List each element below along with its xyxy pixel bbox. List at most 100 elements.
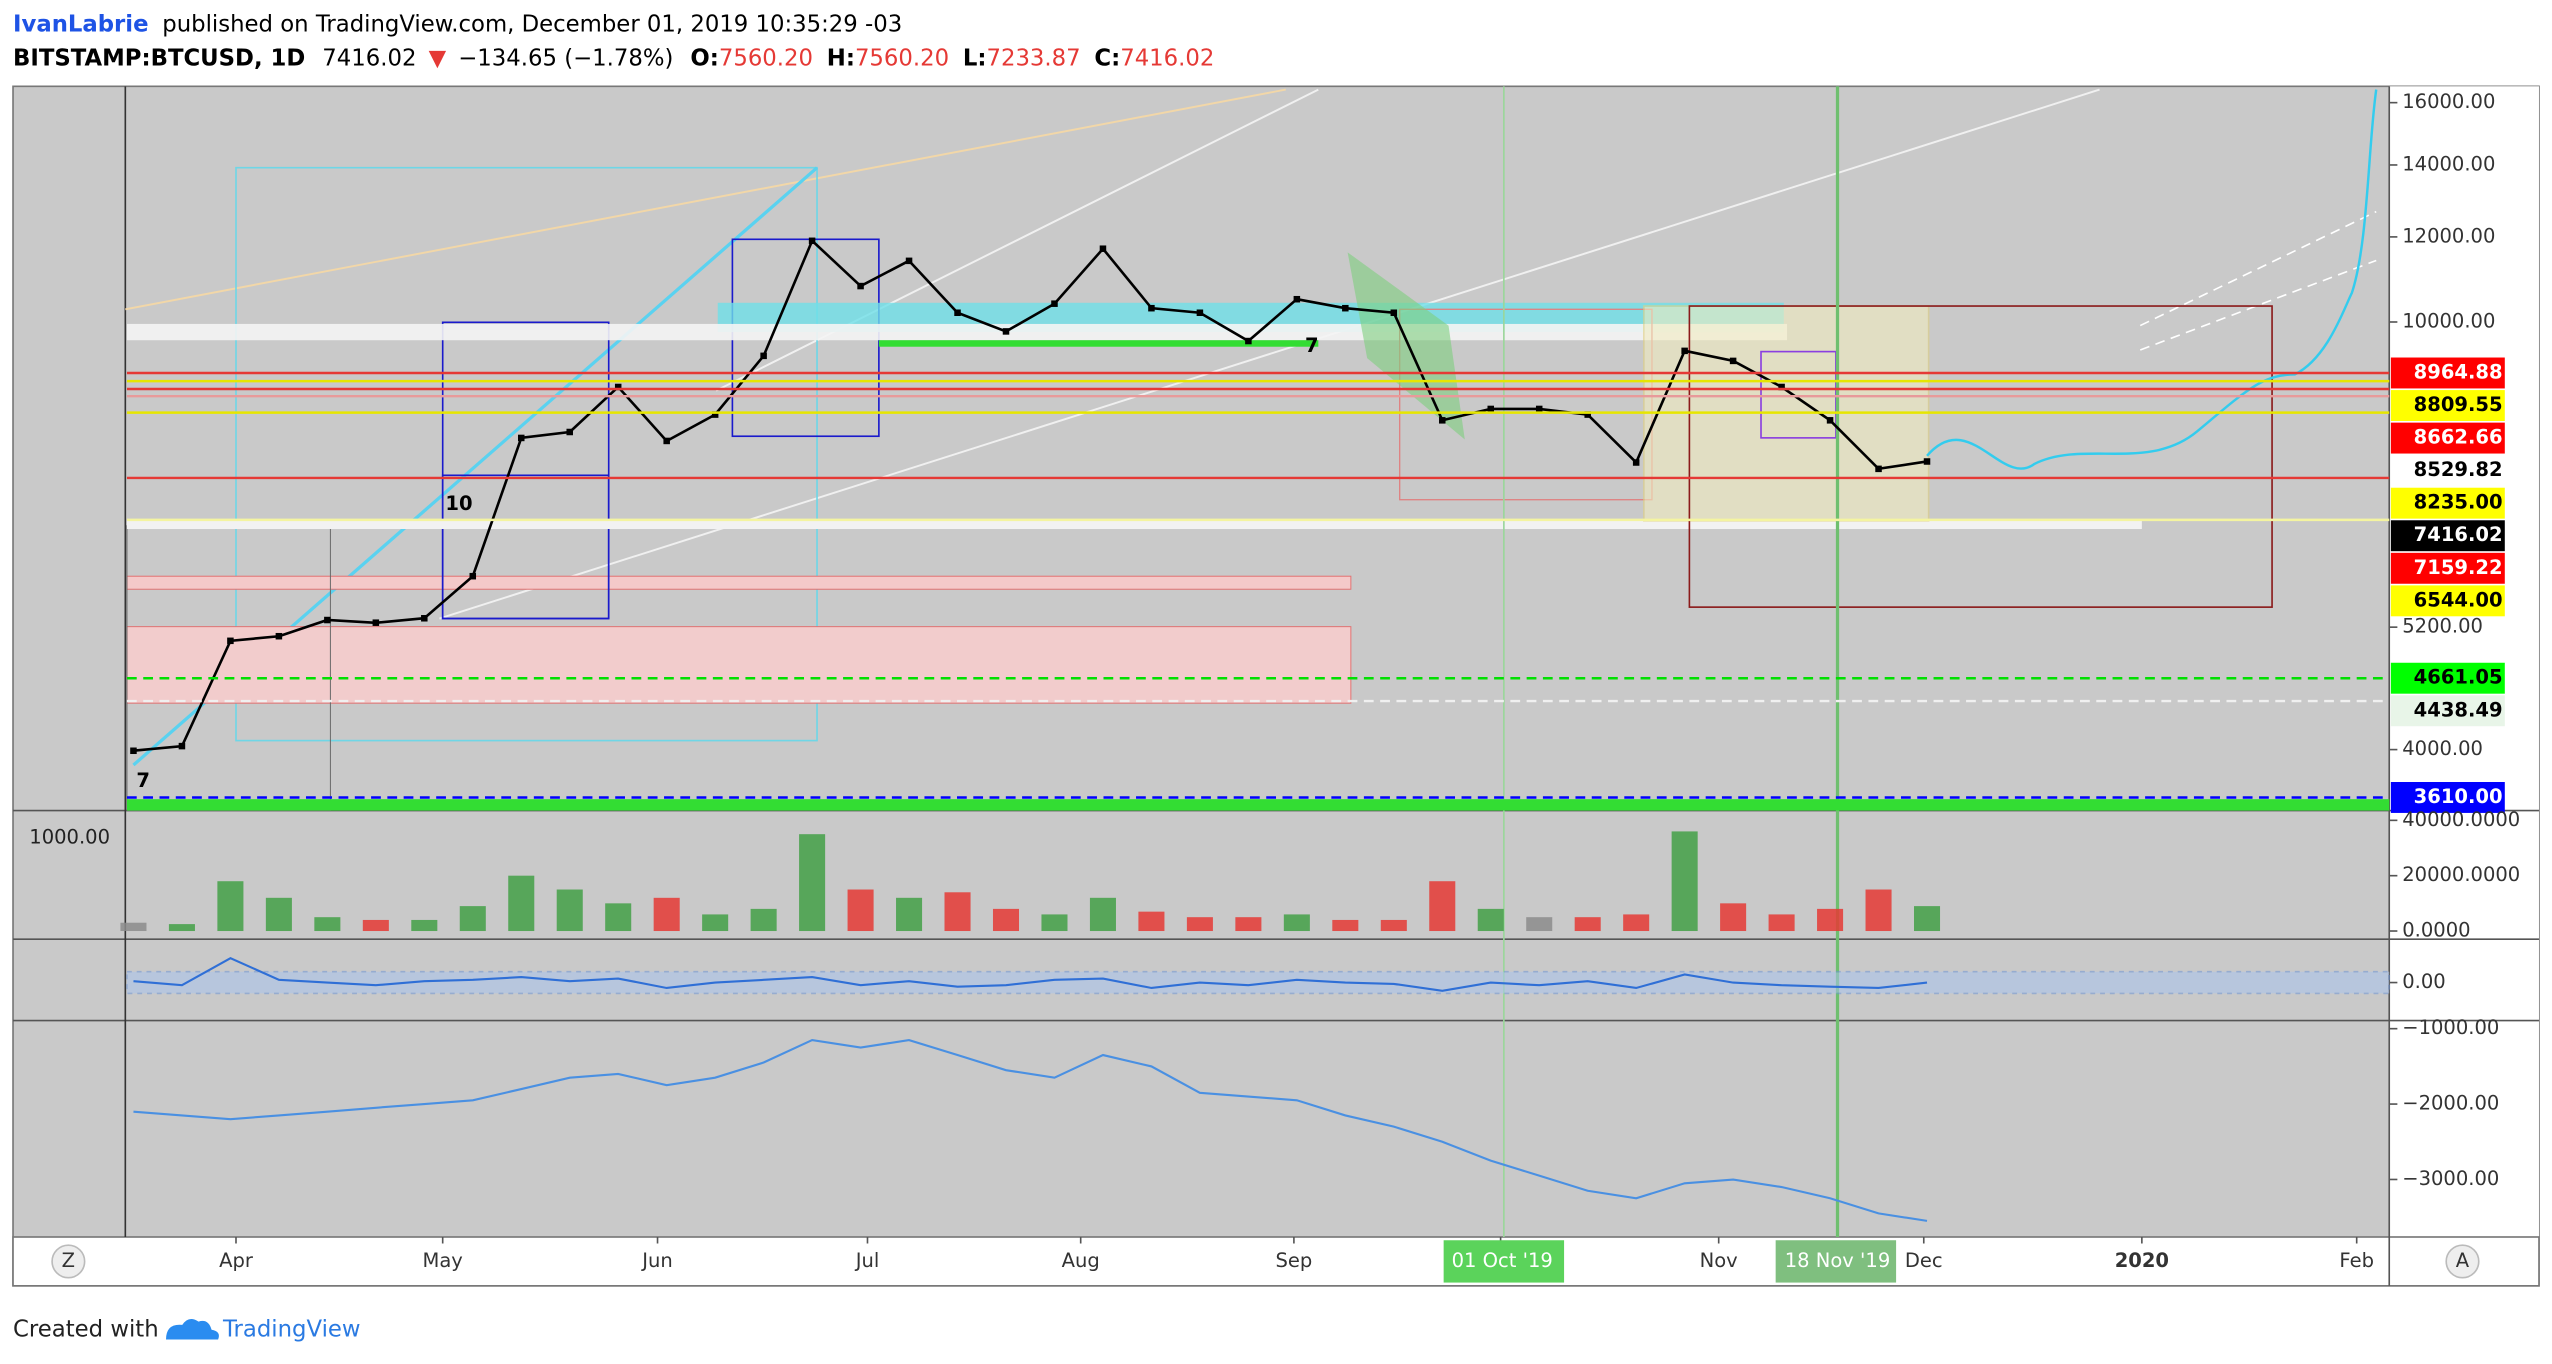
volume-bar [1138, 911, 1165, 932]
volume-bar [459, 906, 486, 932]
volume-bar [1186, 917, 1213, 932]
price-point [1778, 383, 1785, 391]
price-point [1390, 309, 1398, 317]
box [235, 166, 818, 742]
series-line [133, 1038, 1928, 1222]
auto-label[interactable]: A [2456, 1249, 2470, 1272]
price-point [760, 352, 767, 360]
price-point [808, 237, 816, 245]
price-badge [2390, 585, 2505, 617]
volume-bar [508, 875, 535, 932]
series-line [133, 238, 1928, 752]
price-point [1293, 295, 1301, 303]
series-line [133, 957, 1928, 992]
high: 7560.20 [855, 45, 949, 71]
symbol-line: BITSTAMP:BTCUSD, 1D 7416.02 ▼ −134.65 (−… [13, 45, 1214, 71]
auto-button[interactable] [2445, 1244, 2480, 1279]
zoom-button[interactable] [51, 1244, 86, 1279]
crosshair-label: 01 Oct '19 [1452, 1249, 1553, 1272]
header-line: IvanLabrie published on TradingView.com,… [13, 11, 902, 37]
price-point [954, 309, 961, 317]
published: published on TradingView.com, December 0… [162, 11, 902, 37]
band [126, 799, 2390, 811]
volume-bar [653, 897, 680, 932]
volume-bar [1332, 919, 1359, 932]
price-point [421, 615, 428, 622]
pane-label: 1000.00 [29, 826, 110, 849]
crosshair-label: 18 Nov '19 [1785, 1249, 1891, 1272]
volume-bar [1477, 908, 1504, 932]
volume-bar [1817, 908, 1844, 932]
price-point [1196, 309, 1204, 317]
x-tick-label: Dec [1905, 1249, 1943, 1272]
y-tick-label: −2000.00 [2402, 1092, 2499, 1115]
price-point [1584, 411, 1591, 418]
volume-bar [605, 903, 632, 932]
price-badge [2390, 455, 2505, 487]
volume-bar [1865, 889, 1892, 932]
price-badge-label: 4661.05 [2414, 666, 2503, 689]
annotation: 7 [136, 769, 150, 792]
price-point [1342, 304, 1349, 312]
price-badge-label: 8964.88 [2414, 360, 2503, 383]
y-tick-label: 0.0000 [2402, 919, 2470, 942]
open: 7560.20 [719, 45, 813, 71]
price-point [1632, 459, 1640, 466]
y-tick-label: 20000.0000 [2402, 863, 2520, 886]
open-label: O: [690, 45, 718, 71]
price-point [178, 742, 186, 750]
volume-bar [314, 917, 341, 932]
y-tick-label: 10000.00 [2402, 309, 2495, 332]
price-badge-label: 4438.49 [2414, 698, 2503, 721]
close-label: C: [1094, 45, 1120, 71]
volume-bar [799, 834, 826, 932]
low: 7233.87 [986, 45, 1080, 71]
last-price: 7416.02 [322, 45, 416, 71]
projection [1926, 89, 2378, 470]
zone [1347, 252, 1465, 440]
zoom-label[interactable]: Z [62, 1249, 75, 1272]
y-tick-label: 14000.00 [2402, 152, 2495, 175]
price-point [566, 428, 573, 436]
trend-line [2139, 210, 2377, 327]
x-tick-label: May [423, 1249, 463, 1272]
y-tick-label: −3000.00 [2402, 1167, 2499, 1190]
volume-bar [120, 922, 147, 932]
price-point [1099, 245, 1107, 252]
price-badge [2390, 520, 2505, 552]
price-point [130, 747, 137, 755]
box [441, 474, 610, 620]
price-badge-label: 8662.66 [2414, 426, 2503, 449]
price-point [324, 616, 331, 624]
price-axis [2389, 86, 2539, 1237]
volume-bar [1089, 897, 1116, 932]
price-badge-label: 8809.55 [2414, 393, 2503, 416]
price-badge [2390, 422, 2505, 454]
footer-text: Created with [13, 1316, 159, 1342]
price-point [518, 434, 525, 442]
volume-bar [847, 889, 874, 932]
price-badge [2390, 552, 2505, 584]
volume-bar [750, 908, 777, 932]
x-tick-label: Jul [854, 1249, 880, 1272]
x-tick-label: Apr [219, 1249, 254, 1272]
price-point [857, 282, 864, 290]
price-badge-label: 7159.22 [2414, 556, 2503, 579]
high-label: H: [827, 45, 855, 71]
x-tick-label: Sep [1276, 1249, 1313, 1272]
price-point [1681, 347, 1688, 355]
zone [126, 575, 1352, 590]
trend-line [439, 88, 2100, 620]
crosshair-badge [1443, 1240, 1565, 1283]
price-point [1535, 405, 1543, 413]
footer-brand: TradingView [222, 1316, 361, 1342]
price-point [1729, 357, 1737, 365]
low-label: L: [963, 45, 987, 71]
band [126, 520, 2142, 530]
volume-bar [168, 924, 195, 932]
change-arrow: ▼ [429, 45, 447, 71]
x-tick-label: Jun [640, 1249, 673, 1272]
crosshair-badge [1775, 1240, 1897, 1283]
